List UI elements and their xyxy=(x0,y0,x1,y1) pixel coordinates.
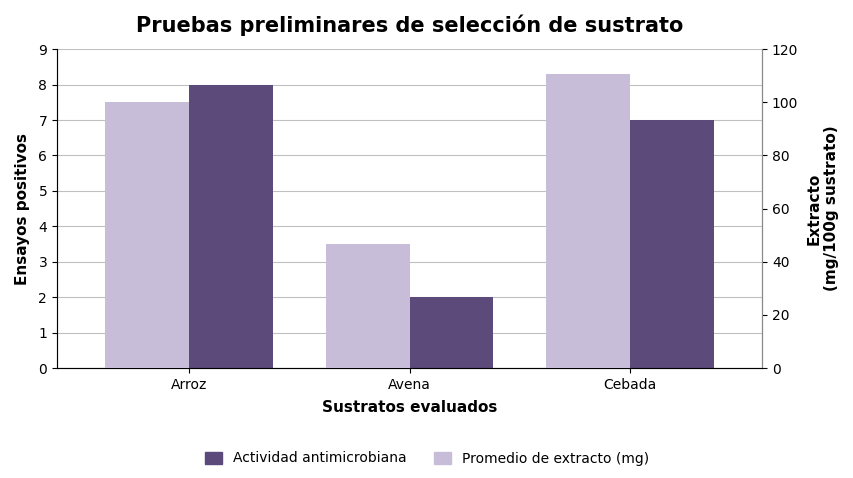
Bar xyxy=(105,102,189,368)
Bar xyxy=(546,74,630,368)
Y-axis label: Extracto
(mg/100g sustrato): Extracto (mg/100g sustrato) xyxy=(805,126,838,292)
Y-axis label: Ensayos positivos: Ensayos positivos xyxy=(15,133,30,285)
Bar xyxy=(630,120,713,368)
Bar xyxy=(189,85,273,368)
X-axis label: Sustratos evaluados: Sustratos evaluados xyxy=(322,400,496,415)
Title: Pruebas preliminares de selección de sustrato: Pruebas preliminares de selección de sus… xyxy=(136,15,682,36)
Bar xyxy=(409,297,493,368)
Legend: Actividad antimicrobiana, Promedio de extracto (mg): Actividad antimicrobiana, Promedio de ex… xyxy=(199,446,654,471)
Bar xyxy=(326,244,409,368)
